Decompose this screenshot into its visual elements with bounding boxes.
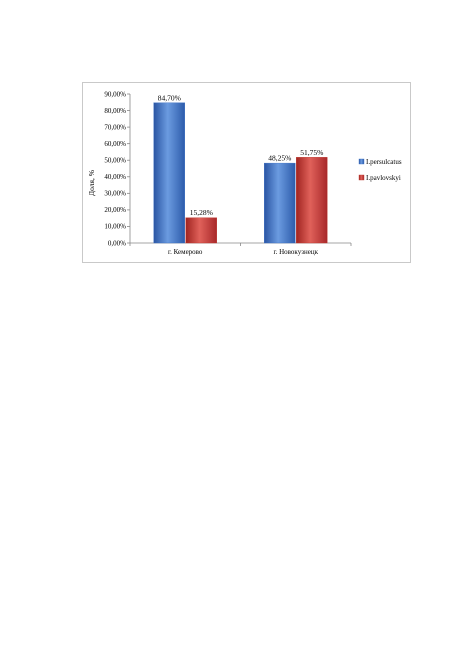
data-label: 51,75% bbox=[300, 148, 323, 157]
legend-label: I.pavlovskyi bbox=[366, 174, 401, 182]
data-label: 15,28% bbox=[190, 208, 213, 217]
y-axis-title: Доля, % bbox=[87, 170, 96, 196]
y-tick-label: 90,00% bbox=[104, 90, 126, 98]
y-tick-label: 10,00% bbox=[104, 223, 126, 231]
y-tick-label: 40,00% bbox=[104, 173, 126, 181]
x-category-label: г. Кемерово bbox=[168, 248, 203, 256]
chart-frame: 0,00% 10,00% 20,00% 30,00% 40,00% 50,00% 60,00… bbox=[82, 82, 411, 263]
bar-chart: 0,00% 10,00% 20,00% 30,00% 40,00% 50,00% 60,00… bbox=[87, 90, 402, 256]
y-tick-label: 30,00% bbox=[104, 190, 126, 198]
legend-label: I.persulcatus bbox=[366, 158, 402, 166]
y-tick-label: 50,00% bbox=[104, 157, 126, 165]
data-label: 48,25% bbox=[268, 154, 291, 163]
y-tick-label: 0,00% bbox=[108, 239, 126, 247]
y-tick-label: 60,00% bbox=[104, 140, 126, 148]
y-tick-label: 20,00% bbox=[104, 206, 126, 214]
bar-i-pavlovskyi-0 bbox=[185, 217, 217, 244]
bar-i-pavlovskyi-1 bbox=[296, 157, 328, 244]
legend-swatch bbox=[358, 174, 365, 181]
bar-i-persulcatus-0 bbox=[153, 102, 185, 244]
legend-swatch bbox=[358, 158, 365, 165]
x-category-label: г. Новокузнецк bbox=[274, 248, 319, 256]
bar-i-persulcatus-1 bbox=[264, 162, 296, 244]
y-tick-label: 70,00% bbox=[104, 123, 126, 131]
y-tick-label: 80,00% bbox=[104, 107, 126, 115]
data-label: 84,70% bbox=[158, 93, 181, 102]
